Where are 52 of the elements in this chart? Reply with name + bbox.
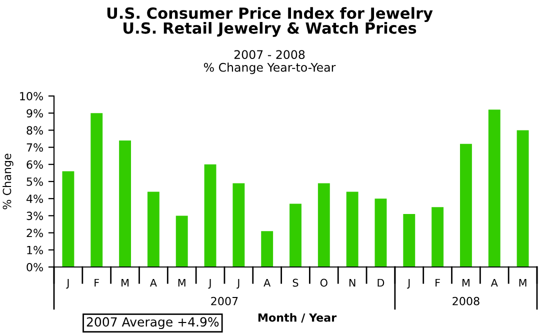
x-tick-label: A xyxy=(150,278,157,287)
bar xyxy=(232,183,245,267)
y-tick-label: 1% xyxy=(27,246,43,254)
bar xyxy=(261,231,274,267)
y-axis-title: % Change xyxy=(2,154,14,210)
y-tick-label: 4% xyxy=(26,194,43,203)
y-tick-label: 0% xyxy=(26,262,43,272)
y-tick-label: 8% xyxy=(26,126,43,135)
x-tick-label: J xyxy=(66,278,69,289)
bar xyxy=(119,140,131,267)
x-tick-label: M xyxy=(178,278,186,287)
y-tick-label: 7% xyxy=(26,143,43,152)
x-tick-label: J xyxy=(208,278,211,289)
bar xyxy=(488,110,500,267)
x-tick-label: J xyxy=(407,278,410,289)
x-tick-label: M xyxy=(122,278,129,287)
bar xyxy=(516,130,529,267)
bar xyxy=(374,198,387,267)
bar xyxy=(204,164,216,267)
x-tick-label: O xyxy=(320,278,328,287)
bar xyxy=(432,207,444,267)
chart-title: U.S. Consumer Price Index for Jewelry U.S. Retail Jewelry & Watch Prices xyxy=(107,7,433,37)
bar xyxy=(62,171,74,267)
x-tick-label: M xyxy=(462,278,470,287)
text: 2008 xyxy=(452,296,480,306)
bar xyxy=(290,204,302,267)
x-tick-label: J xyxy=(236,278,240,289)
y-tick-label: 5% xyxy=(26,177,43,186)
bar xyxy=(147,192,160,267)
bar xyxy=(460,144,472,267)
text: 2007 Average +4.9% xyxy=(86,317,219,330)
bar xyxy=(346,192,358,267)
y-tick-label: 3% xyxy=(26,212,43,220)
x-axis-title: Month / Year xyxy=(258,313,337,323)
bar xyxy=(403,214,416,267)
x-tick-label: N xyxy=(349,278,356,287)
x-tick-label: S xyxy=(292,278,298,287)
y-tick-label: 6% xyxy=(26,160,43,169)
x-tick-label: F xyxy=(94,278,100,287)
y-tick-label: 2% xyxy=(26,228,43,238)
x-tick-label: A xyxy=(264,278,271,287)
y-tick-label: 9% xyxy=(26,109,43,118)
x-tick-label: M xyxy=(519,278,526,287)
text: 2007 xyxy=(211,296,238,306)
y-tick-label: 10% xyxy=(20,92,43,100)
bar xyxy=(318,183,330,267)
chart-subtitle: 2007 - 2008 % Change Year-to-Year xyxy=(204,50,336,74)
bar xyxy=(176,216,188,267)
x-tick-label: F xyxy=(436,278,440,287)
x-tick-label: A xyxy=(490,278,498,287)
bar xyxy=(90,113,103,267)
x-tick-label: D xyxy=(378,278,384,287)
